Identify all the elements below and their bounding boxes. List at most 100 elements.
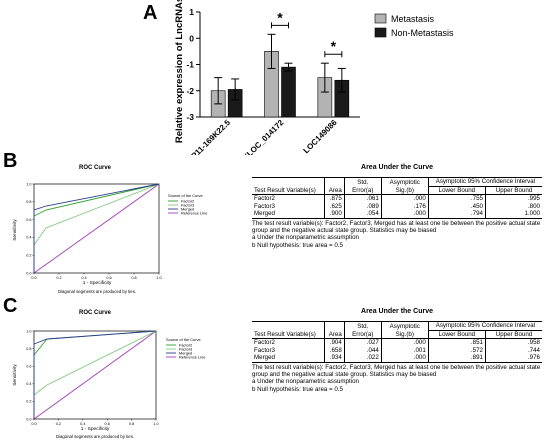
table-row: Factor2 .904 .027 .000 .851 .958 [252, 338, 542, 347]
cell-std-error: .027 [343, 338, 382, 347]
roc-x-tick-label: 0.0 [31, 422, 36, 426]
row-label: Factor2 [254, 195, 275, 202]
roc-chart-b: ROC Curve 0.0 0.2 0.4 0.6 0.8 1.0 1.0 0.8 0.6 0.4… [12, 165, 207, 294]
table-row: Factor2 .875 .061 .000 .755 .995 [252, 194, 542, 203]
roc-legend-label-factor2: Factor2 [181, 199, 194, 204]
auc-table-title: Area Under the Curve [361, 164, 433, 171]
auc-table-title: Area Under the Curve [361, 308, 433, 315]
significance-star: * [277, 9, 283, 25]
roc-y-tick-label: 0.8 [26, 200, 31, 204]
header-asymptotic-sig: Asymptotic Sig.(b) [380, 177, 429, 195]
cell-std-error: .054 [343, 210, 382, 219]
auc-table: Test Result Variable(s) Area Std. Error(… [252, 177, 542, 219]
cell-upper: 1.000 [484, 210, 542, 219]
bar-chart: 10-1-2-3 RP11-169K22.5 XLOC_014172 LOC1490… [174, 0, 454, 155]
auc-table-c-section: Area Under the Curve Test Result Variabl… [252, 308, 542, 393]
cell-std-error: .044 [343, 346, 382, 354]
row-label: Factor3 [254, 202, 275, 210]
cell-lower: .755 [427, 194, 486, 203]
auc-footnote-b: b Null hypothesis: true area = 0.5 [252, 241, 343, 249]
header-upper-bound: Upper Bound [484, 330, 542, 339]
table-row: Factor3 .625 .089 .176 .450 .800 [252, 202, 542, 210]
header-lower-bound: Lower Bound [427, 186, 486, 195]
header-upper-bound: Upper Bound [484, 186, 542, 195]
panel-letter-b: B [3, 150, 18, 172]
cell-upper: .800 [484, 202, 542, 210]
roc-legend-label-factor3: Factor3 [181, 203, 194, 208]
cell-lower: .572 [427, 346, 486, 354]
cell-lower: .794 [427, 210, 486, 219]
cell-sig: .000 [380, 338, 429, 347]
cell-upper: .744 [484, 346, 542, 354]
roc-y-label: Sensitivity [12, 219, 18, 241]
auc-footnote-a: a Under the nonparametric assumption [252, 234, 359, 242]
roc-x-label: 1 - Specificity [81, 426, 110, 432]
roc-legend-title: Source of the Curve [166, 337, 201, 342]
row-label: Factor3 [254, 346, 275, 354]
roc-x-tick-label: 0.4 [81, 276, 86, 280]
header-confidence-interval: Asymptotic 95% Confidence Interval [427, 177, 542, 187]
roc-x-tick-label: 0.8 [129, 422, 134, 426]
roc-legend-label-merged: Merged [181, 207, 194, 212]
roc-legend-title: Source of the Curve [168, 193, 203, 198]
roc-curve-merged [33, 183, 160, 273]
roc-reference-line [33, 330, 157, 420]
significance-star: * [331, 38, 337, 54]
roc-legend: Source of the Curve Factor2 Factor3 Merg… [166, 337, 205, 360]
roc-y-tick-label: 0.2 [26, 254, 31, 258]
roc-legend-label-reference: Reference Line [179, 355, 205, 360]
auc-table-note: The test result variable(s): Factor2, Fa… [252, 219, 541, 234]
roc-chart-c: ROC Curve 0.0 0.2 0.4 0.6 0.8 1.0 1.0 0.8 0.6 0.4… [12, 310, 205, 439]
roc-y-tick-label: 0.6 [26, 365, 31, 369]
auc-footnote-b: b Null hypothesis: true area = 0.5 [252, 385, 343, 393]
row-label: Merged [252, 354, 325, 363]
roc-x-tick-label: 0.0 [31, 276, 36, 280]
y-tick-label: -3 [186, 112, 194, 122]
bar-non-metastasis [281, 66, 296, 118]
header-area: Area [324, 177, 345, 195]
roc-y-tick-label: 0.8 [26, 347, 31, 351]
roc-curve-merged [33, 330, 157, 419]
row-label: Factor2 [254, 339, 275, 346]
roc-x-tick-label: 0.2 [56, 276, 61, 280]
y-tick-label: -2 [186, 86, 194, 96]
header-confidence-interval: Asymptotic 95% Confidence Interval [427, 321, 542, 331]
y-tick-label: 0 [189, 33, 194, 43]
roc-title: ROC Curve [79, 310, 112, 316]
cell-sig: .001 [380, 346, 429, 354]
legend-label-metastasis: Metastasis [391, 14, 435, 24]
auc-table-b-section: Area Under the Curve Test Result Variabl… [252, 164, 542, 249]
roc-x-tick-label: 0.2 [56, 422, 61, 426]
cell-lower: .891 [427, 354, 486, 363]
roc-y-tick-label: 0.6 [26, 218, 31, 222]
roc-legend-label-reference: Reference Line [181, 211, 207, 216]
roc-title: ROC Curve [79, 165, 112, 171]
table-row: Factor3 .658 .044 .001 .572 .744 [252, 346, 542, 354]
cell-area: .934 [324, 354, 345, 363]
cell-std-error: .089 [343, 202, 382, 210]
cell-upper: .995 [484, 194, 542, 203]
legend-swatch-non-metastasis [374, 27, 387, 38]
header-asymptotic-sig: Asymptotic Sig.(b) [380, 321, 429, 339]
roc-y-tick-label: 1.0 [26, 329, 31, 333]
roc-x-tick-label: 0.8 [131, 276, 136, 280]
roc-legend: Source of the Curve Factor2 Factor3 Merg… [168, 193, 207, 216]
roc-y-tick-label: 0.0 [26, 271, 31, 275]
panel-letter-a: A [143, 2, 158, 24]
header-variable: Test Result Variable(s) [252, 321, 325, 339]
y-tick-label: -1 [186, 60, 194, 70]
roc-y-tick-label: 0.4 [26, 236, 31, 240]
roc-x-tick-label: 0.6 [106, 276, 111, 280]
cell-lower: .851 [427, 338, 486, 347]
roc-y-tick-label: 0.0 [26, 417, 31, 421]
y-tick-label: 1 [189, 7, 194, 17]
roc-x-label: 1 - Specificity [83, 280, 112, 286]
cell-sig: .000 [380, 194, 429, 203]
roc-reference-line [33, 183, 160, 274]
roc-x-tick-label: 1.0 [153, 422, 158, 426]
legend-label-non-metastasis: Non-Metastasis [391, 28, 454, 38]
roc-x-tick-label: 0.4 [80, 422, 85, 426]
legend-swatch-metastasis [374, 13, 387, 24]
roc-legend-label-factor3: Factor3 [179, 347, 192, 352]
cell-sig: .000 [380, 210, 429, 219]
